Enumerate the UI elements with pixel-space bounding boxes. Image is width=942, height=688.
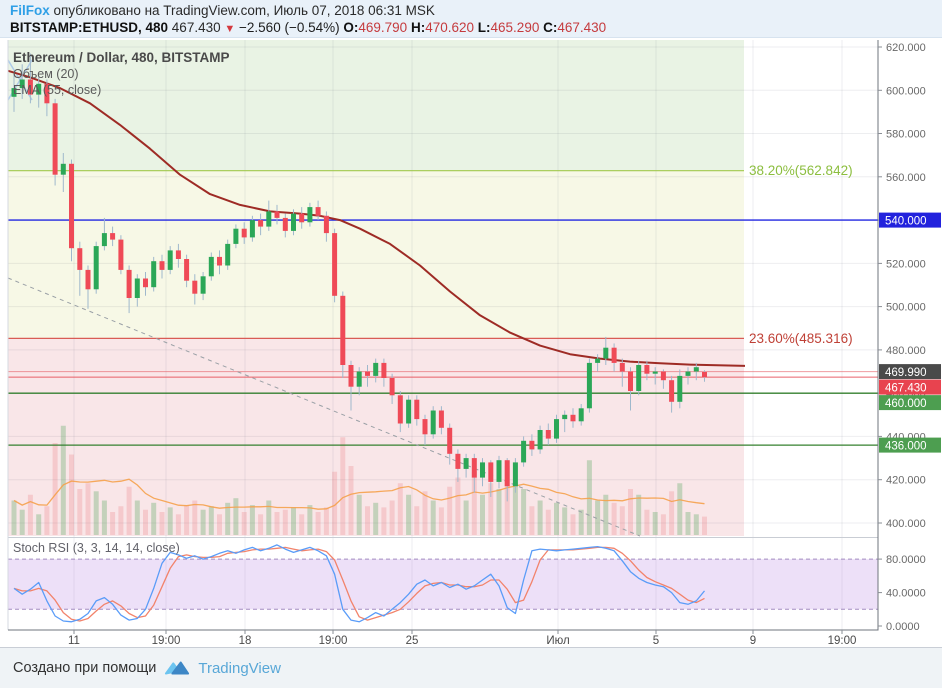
pane-borders [7,40,879,631]
open-label: O: [343,20,359,35]
footer: Создано при помощи TradingView [0,648,942,688]
volume-bars [11,425,707,535]
last-price: 467.430 [171,20,221,35]
ema-layer [7,69,746,367]
svg-text:11: 11 [68,635,80,647]
down-arrow-icon: ▼ [224,23,236,35]
time-axis[interactable]: 11 19:00 18 19:00 25 Июл 5 9 19:00 [68,630,856,647]
fib-zones [8,40,744,536]
svg-text:520.000: 520.000 [886,258,926,270]
close-label: C: [543,20,558,35]
open-value: 469.790 [358,20,408,35]
volume-ma [13,478,705,510]
svg-text:9: 9 [750,635,756,647]
price-badge-467.430: 467.430 [879,379,941,395]
svg-text:620.000: 620.000 [886,42,926,54]
publisher-link[interactable]: FilFox [10,3,50,18]
svg-text:18: 18 [239,635,252,647]
high-label: H: [410,20,426,35]
candles-layer [11,53,707,502]
stoch-d-line [13,546,705,622]
svg-text:560.000: 560.000 [886,172,926,184]
symbol-name: BITSTAMP:ETHUSD, 480 [10,20,169,35]
high-value: 470.620 [425,20,475,35]
svg-text:400.000: 400.000 [886,518,926,530]
header: FilFox опубликовано на TradingView.com, … [0,0,942,38]
created-with-text: Создано при помощи [13,660,157,676]
low-label: L: [477,20,491,35]
svg-text:19:00: 19:00 [152,635,181,647]
svg-text:500.000: 500.000 [886,302,926,314]
legend-volume-study[interactable]: Объем (20) [13,67,79,81]
price-lines [8,219,878,446]
svg-text:Июл: Июл [546,635,569,647]
svg-text:0.0000: 0.0000 [886,621,920,633]
tradingview-logo-icon[interactable] [164,659,190,677]
legend-symbol-title[interactable]: Ethereum / Dollar, 480, BITSTAMP [13,50,230,65]
low-value: 465.290 [490,20,540,35]
chart-canvas[interactable]: 38.20%(562.842) 23.60%(485.316) 620.000 600… [0,38,942,648]
svg-text:420.000: 420.000 [886,475,926,487]
svg-text:40.0000: 40.0000 [886,588,926,600]
stoch-rsi-study-label[interactable]: Stoch RSI (3, 3, 14, 14, close) [13,541,180,555]
svg-text:25: 25 [406,635,419,647]
svg-text:580.000: 580.000 [886,129,926,141]
svg-text:436.000: 436.000 [885,441,927,453]
chart-widget: 38.20%(562.842) 23.60%(485.316) 620.000 600… [0,38,942,648]
svg-text:480.000: 480.000 [886,345,926,357]
svg-text:469.990: 469.990 [885,367,927,379]
price-badge-540.000: 540.000 [879,212,941,228]
svg-text:19:00: 19:00 [319,635,348,647]
price-badge-460.000: 460.000 [879,395,941,411]
price-badge-469.990: 469.990 [879,364,941,380]
published-line: FilFox опубликовано на TradingView.com, … [10,2,942,19]
close-value: 467.430 [557,20,607,35]
svg-text:19:00: 19:00 [828,635,857,647]
svg-text:460.000: 460.000 [885,398,927,410]
legend-ema-study[interactable]: EMA (55, close) [13,83,102,97]
svg-text:23.60%(485.316): 23.60%(485.316) [749,331,853,346]
stoch-pane [8,537,878,623]
price-change: −2.560 (−0.54%) [239,20,340,35]
svg-text:80.0000: 80.0000 [886,554,926,566]
volume-ma-line [13,478,705,510]
tradingview-link[interactable]: TradingView [198,659,281,677]
ema-line [7,69,746,367]
svg-text:467.430: 467.430 [885,383,927,395]
price-badge-436.000: 436.000 [879,437,941,453]
svg-text:600.000: 600.000 [886,85,926,97]
svg-text:540.000: 540.000 [885,216,927,228]
chart-legend: Ethereum / Dollar, 480, BITSTAMP Объем (… [13,50,230,97]
svg-text:38.20%(562.842): 38.20%(562.842) [749,163,853,178]
symbol-line: BITSTAMP:ETHUSD, 480 467.430 ▼ −2.560 (−… [10,19,942,38]
stoch-k-line [13,544,706,623]
fib-levels: 38.20%(562.842) 23.60%(485.316) [8,163,853,346]
price-axis[interactable]: 620.000 600.000 580.000 560.000 540.000 520.0… [878,42,941,633]
svg-text:5: 5 [653,635,659,647]
published-text: опубликовано на TradingView.com, Июль 07… [49,3,435,18]
